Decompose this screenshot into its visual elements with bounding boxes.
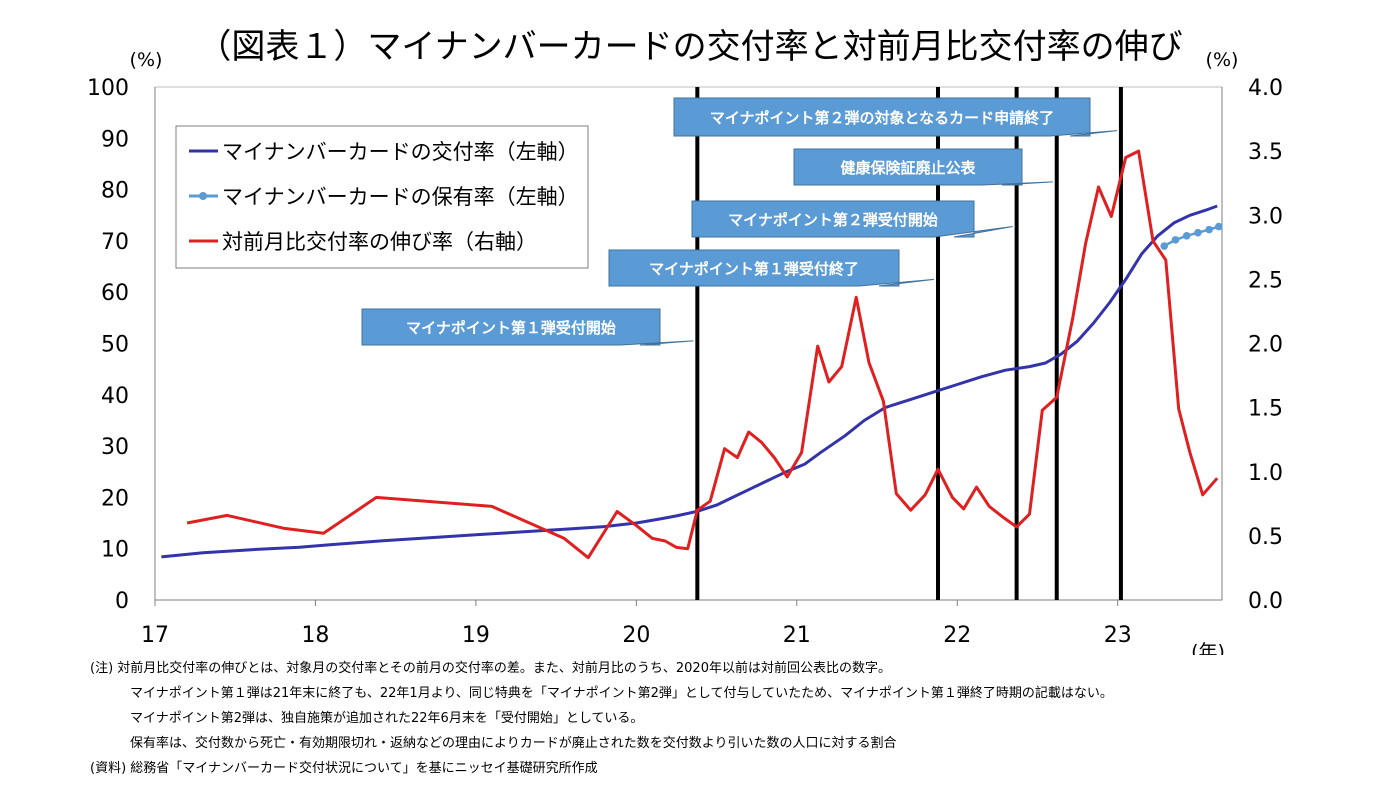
annotation-callout: [673, 97, 1117, 137]
annotations: マイナポイント第１弾受付開始 マイナポイント第１弾受付終了 マイナポイント第２弾受付…: [361, 97, 1117, 346]
note-line: 保有率は、交付数から死亡・有効期限切れ・返納などの理由によりカードが廃止された数…: [130, 736, 897, 751]
y-tick-left: 50: [101, 333, 129, 358]
y-tick-right: 3.5: [1248, 140, 1283, 165]
chart-title: （図表１）マイナンバーカードの交付率と対前月比交付率の伸び: [197, 27, 1182, 67]
legend-label: マイナンバーカードの交付率（左軸）: [222, 140, 579, 164]
series-layer: [161, 149, 1223, 560]
note-line: マイナポイント第2弾は、独自施策が追加された22年6月末を「受付開始」としている…: [130, 711, 644, 726]
y-tick-left: 10: [101, 538, 129, 563]
legend-label: マイナンバーカードの保有率（左軸）: [222, 185, 579, 209]
legend-box: [175, 125, 589, 269]
axes: 0 10 20 30 40 50 60 70 80 90 100 0.0 0.5 1.0 1.5 2.0 2.5…: [87, 76, 1283, 648]
y-tick-right: 0.5: [1248, 525, 1283, 550]
y-tick-left: 80: [101, 179, 129, 204]
y-tick-right: 2.0: [1248, 333, 1283, 358]
x-tick-label: 21: [783, 623, 811, 648]
annotation-label: マイナポイント第２弾の対象となるカード申請終了: [710, 109, 1054, 127]
y-tick-left: 40: [101, 384, 129, 409]
annotation-label: マイナポイント第１弾受付終了: [649, 260, 859, 278]
source-line: (資料) 総務省「マイナンバーカード交付状況について」を基にニッセイ基礎研究所作…: [90, 761, 598, 776]
x-tick-label: 17: [141, 623, 169, 648]
annotation-callout: [691, 200, 1013, 238]
annotation-callout: [793, 148, 1053, 186]
x-tick-label: 18: [301, 623, 329, 648]
x-tick-label: 20: [622, 623, 650, 648]
y-tick-left: 100: [87, 76, 129, 101]
y-tick-right: 1.0: [1248, 461, 1283, 486]
y-tick-left: 60: [101, 281, 129, 306]
notes: (注) 対前月比交付率の伸びとは、対象月の交付率とその前月の交付率の差。また、対…: [90, 656, 1370, 781]
y-tick-left: 30: [101, 435, 129, 460]
y-tick-right: 3.0: [1248, 204, 1283, 229]
legend-marker: [199, 192, 207, 200]
annotation-label: マイナポイント第１弾受付開始: [406, 319, 616, 337]
series-line: [186, 149, 1219, 560]
note-line: マイナポイント第１弾は21年末に終了も、22年1月より、同じ特典を「マイナポイン…: [130, 686, 1113, 701]
y-tick-right: 2.5: [1248, 268, 1283, 293]
series-marker: [1205, 225, 1213, 234]
x-axis-unit: (年): [1191, 641, 1225, 655]
y-tick-left: 20: [101, 486, 129, 511]
series-marker: [1194, 228, 1202, 237]
annotation-label: 健康保険証廃止公表: [840, 159, 976, 177]
series-marker: [1160, 242, 1169, 250]
series-marker: [1214, 222, 1223, 231]
annotation-callout: [361, 308, 694, 346]
x-tick-label: 19: [462, 623, 490, 648]
y-tick-right: 1.5: [1248, 397, 1283, 422]
legend-label: 対前月比交付率の伸び率（右軸）: [222, 230, 537, 254]
note-line: (注) 対前月比交付率の伸びとは、対象月の交付率とその前月の交付率の差。また、対…: [90, 661, 891, 676]
annotation-callout: [608, 249, 935, 287]
y-tick-right: 0.0: [1248, 589, 1283, 614]
x-tick-label: 22: [943, 623, 971, 648]
y-tick-left: 90: [101, 127, 129, 152]
series-marker: [1171, 236, 1180, 244]
legend: マイナンバーカードの交付率（左軸） マイナンバーカードの保有率（左軸） 対前月比交付…: [175, 125, 589, 269]
left-axis-unit: (%): [130, 49, 163, 71]
right-axis-unit: (%): [1206, 49, 1239, 71]
chart: （図表１）マイナンバーカードの交付率と対前月比交付率の伸び (%) (%) (年…: [87, 27, 1283, 655]
y-tick-left: 0: [115, 589, 129, 614]
y-tick-right: 4.0: [1248, 76, 1283, 101]
y-tick-left: 70: [101, 230, 129, 255]
series-line: [161, 204, 1218, 559]
annotation-label: マイナポイント第２弾受付開始: [728, 211, 938, 229]
x-tick-label: 23: [1104, 623, 1132, 648]
series-marker: [1182, 231, 1191, 240]
